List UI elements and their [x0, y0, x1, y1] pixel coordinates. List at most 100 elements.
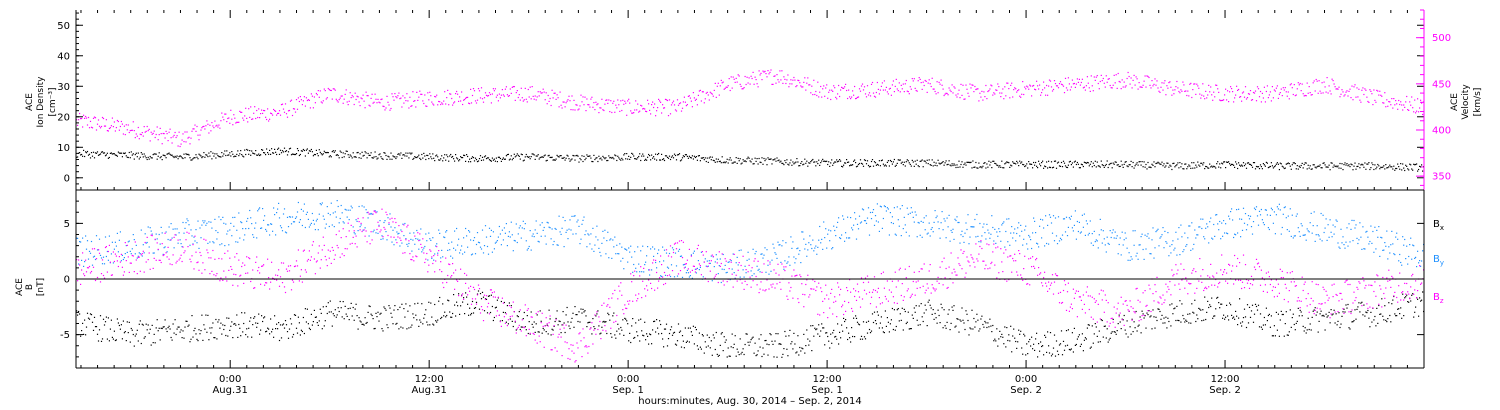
density-point [1411, 168, 1413, 170]
bx-point [1237, 324, 1239, 326]
velocity-point [960, 83, 962, 85]
bx-point [848, 332, 850, 334]
bx-point [1087, 324, 1089, 326]
by-point [464, 251, 466, 253]
velocity-point [1179, 92, 1181, 94]
density-point [909, 163, 911, 165]
velocity-point [836, 98, 838, 100]
density-point [535, 155, 537, 157]
bx-point [279, 324, 282, 326]
by-point [329, 214, 331, 216]
density-point [256, 154, 258, 156]
by-point [77, 237, 79, 239]
velocity-right-axis-label: ACE Velocity [km/s] [1450, 84, 1483, 120]
by-point [526, 249, 528, 251]
density-point [1233, 164, 1235, 166]
density-point [1422, 170, 1424, 172]
bx-point [729, 355, 731, 357]
velocity-point [706, 91, 708, 93]
by-point [334, 211, 336, 213]
density-point [679, 160, 682, 162]
bx-point [564, 331, 566, 334]
velocity-point [485, 94, 488, 96]
bx-point [902, 329, 904, 331]
bx-point [166, 330, 168, 333]
velocity-point [197, 134, 199, 136]
density-point [737, 157, 739, 159]
bx-point [847, 338, 849, 341]
density-point [572, 154, 574, 157]
by-point [146, 241, 148, 244]
velocity-point [295, 99, 298, 101]
bx-point [1296, 320, 1298, 322]
bx-point [1378, 304, 1380, 307]
bx-point [872, 321, 875, 324]
velocity-point [628, 98, 630, 100]
velocity-point [941, 84, 943, 86]
velocity-point [106, 130, 108, 132]
bx-point [215, 318, 217, 321]
bx-point [936, 322, 938, 324]
velocity-point [123, 125, 125, 127]
bx-point [1361, 301, 1363, 303]
velocity-point [1046, 84, 1048, 87]
velocity-point [1346, 90, 1348, 92]
density-point [1003, 167, 1005, 169]
velocity-point [957, 93, 959, 95]
velocity-point [470, 102, 473, 104]
density-point [895, 164, 897, 166]
bx-point [1061, 354, 1064, 356]
bx-point [585, 315, 587, 317]
bx-point [669, 329, 672, 331]
velocity-point [1344, 94, 1346, 96]
density-point [135, 152, 137, 154]
velocity-point [1194, 83, 1196, 85]
bx-point [161, 327, 163, 330]
density-point [307, 152, 309, 154]
bx-point [84, 319, 86, 321]
by-point [598, 247, 600, 249]
velocity-point [883, 80, 885, 82]
by-point [583, 216, 585, 218]
velocity-point [1073, 82, 1075, 85]
density-point [653, 156, 655, 158]
density-point [1052, 166, 1055, 168]
velocity-point [897, 90, 899, 92]
bx-point [223, 328, 225, 331]
velocity-point [684, 101, 686, 103]
bx-point [1379, 313, 1381, 315]
by-point [513, 239, 515, 242]
velocity-point [804, 77, 806, 79]
density-point [464, 154, 466, 157]
density-point [1225, 167, 1227, 169]
bx-point [374, 327, 376, 330]
density-point [150, 157, 152, 159]
density-point [923, 160, 925, 162]
density-point [1167, 162, 1169, 164]
bx-point [130, 327, 132, 330]
velocity-point [1154, 78, 1156, 80]
density-point [1301, 162, 1303, 164]
velocity-point [1268, 94, 1270, 96]
density-point [1408, 169, 1410, 171]
velocity-point [1055, 85, 1058, 87]
velocity-point [838, 84, 840, 87]
velocity-point [1357, 96, 1359, 98]
density-point [1010, 164, 1012, 166]
velocity-point [1003, 98, 1005, 100]
velocity-point [370, 97, 372, 99]
bx-point [413, 317, 415, 319]
by-point [124, 253, 126, 255]
velocity-point [468, 102, 470, 104]
density-point [373, 156, 375, 158]
density-point [125, 155, 127, 157]
bx-point [337, 307, 339, 309]
bx-point [1320, 310, 1322, 312]
bx-point [427, 324, 429, 326]
velocity-point [1144, 75, 1146, 77]
velocity-point [346, 101, 348, 103]
density-point [1109, 163, 1111, 165]
bx-point [801, 347, 803, 349]
density-point [587, 155, 589, 157]
velocity-point [563, 101, 565, 103]
